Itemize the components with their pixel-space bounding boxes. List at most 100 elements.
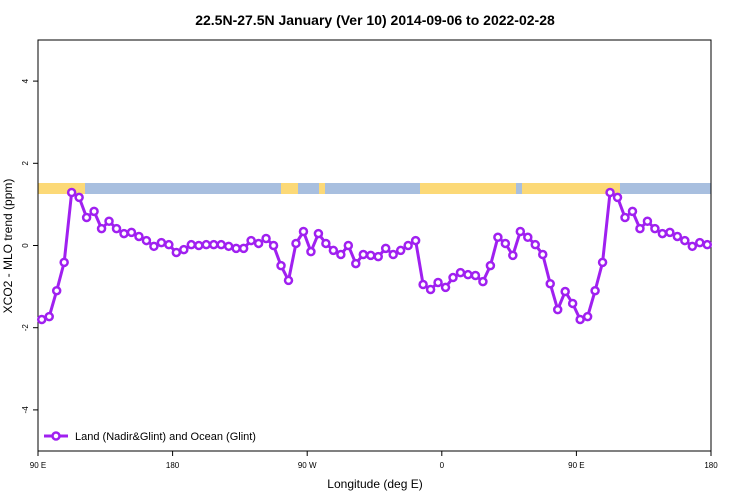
data-point: [126, 227, 137, 238]
y-tick-label: -4: [21, 406, 30, 414]
y-tick-label: 2: [21, 161, 30, 166]
data-point: [680, 235, 690, 246]
data-point: [650, 223, 660, 234]
data-point: [104, 216, 114, 227]
data-point: [380, 243, 391, 254]
data-point: [186, 239, 197, 250]
x-tick-label: 90 W: [298, 461, 317, 470]
data-point: [388, 249, 398, 260]
data-point: [410, 235, 421, 246]
land-strip: [522, 183, 620, 194]
data-point: [164, 239, 174, 250]
data-point: [74, 192, 84, 203]
data-point: [478, 276, 488, 287]
data-point: [560, 286, 570, 297]
data-point: [89, 206, 99, 217]
data-point: [298, 226, 309, 237]
data-point: [246, 235, 256, 246]
data-point: [179, 244, 189, 255]
data-point: [395, 245, 406, 256]
data-point: [597, 257, 608, 268]
data-point: [627, 206, 638, 217]
data-point: [351, 258, 361, 269]
data-point: [231, 243, 241, 254]
data-point: [642, 216, 653, 227]
x-tick-label: 180: [166, 461, 180, 470]
data-point: [261, 233, 271, 244]
ocean-strip: [38, 183, 711, 194]
data-point: [194, 240, 204, 251]
data-point: [321, 238, 331, 249]
data-point: [665, 227, 675, 238]
data-point: [134, 231, 144, 242]
data-point: [306, 246, 316, 257]
data-point: [171, 247, 182, 258]
data-point: [111, 223, 122, 234]
x-tick-label: 90 E: [30, 461, 46, 470]
data-point: [343, 240, 354, 251]
data-point: [590, 285, 600, 296]
data-point: [149, 241, 159, 252]
data-point: [141, 235, 152, 246]
y-tick-label: 0: [21, 243, 30, 248]
data-point: [485, 260, 496, 271]
data-point: [328, 245, 339, 256]
data-point: [620, 212, 630, 223]
data-point: [515, 226, 526, 237]
y-tick-label: 4: [21, 78, 30, 83]
data-point: [238, 243, 249, 254]
data-point: [201, 239, 211, 250]
data-point: [508, 250, 518, 261]
data-point: [366, 250, 376, 261]
data-point: [81, 212, 92, 223]
data-point: [523, 232, 533, 243]
data-point: [470, 270, 481, 281]
data-point: [545, 278, 555, 289]
land-strip: [38, 183, 85, 194]
data-point: [223, 241, 234, 252]
data-point: [440, 282, 451, 293]
data-point: [291, 238, 301, 249]
legend-marker: [51, 431, 61, 441]
data-point: [687, 241, 698, 252]
data-point: [268, 240, 279, 251]
data-point: [336, 249, 346, 260]
data-point: [119, 228, 129, 239]
chart-title: 22.5N-27.5N January (Ver 10) 2014-09-06 …: [195, 12, 555, 28]
data-point: [283, 275, 294, 286]
data-point: [695, 237, 705, 248]
legend-label: Land (Nadir&Glint) and Ocean (Glint): [75, 431, 256, 443]
data-point: [403, 240, 413, 251]
data-point: [216, 239, 226, 250]
data-point: [59, 257, 69, 268]
land-strip: [319, 183, 325, 194]
data-point: [276, 260, 286, 271]
data-point: [156, 237, 167, 248]
data-point: [44, 311, 54, 322]
data-point: [493, 232, 503, 243]
data-point: [208, 239, 219, 250]
data-point: [433, 277, 443, 288]
data-point: [425, 284, 436, 295]
data-point: [612, 192, 623, 203]
x-tick-label: 0: [440, 461, 445, 470]
data-point: [500, 238, 511, 249]
data-point: [538, 249, 548, 260]
data-point: [635, 223, 645, 234]
y-tick-label: -2: [21, 324, 30, 332]
data-point: [36, 314, 47, 325]
data-point: [96, 223, 107, 234]
x-tick-label: 90 E: [568, 461, 584, 470]
data-point: [567, 298, 578, 309]
data-point: [51, 285, 62, 296]
data-point: [373, 251, 383, 262]
data-point: [455, 267, 466, 278]
data-point: [448, 272, 458, 283]
data-point: [418, 279, 428, 290]
y-axis-label: XCO2 - MLO trend (ppm): [1, 179, 15, 314]
data-point: [582, 311, 593, 322]
data-point: [358, 249, 369, 260]
data-point: [530, 239, 541, 250]
